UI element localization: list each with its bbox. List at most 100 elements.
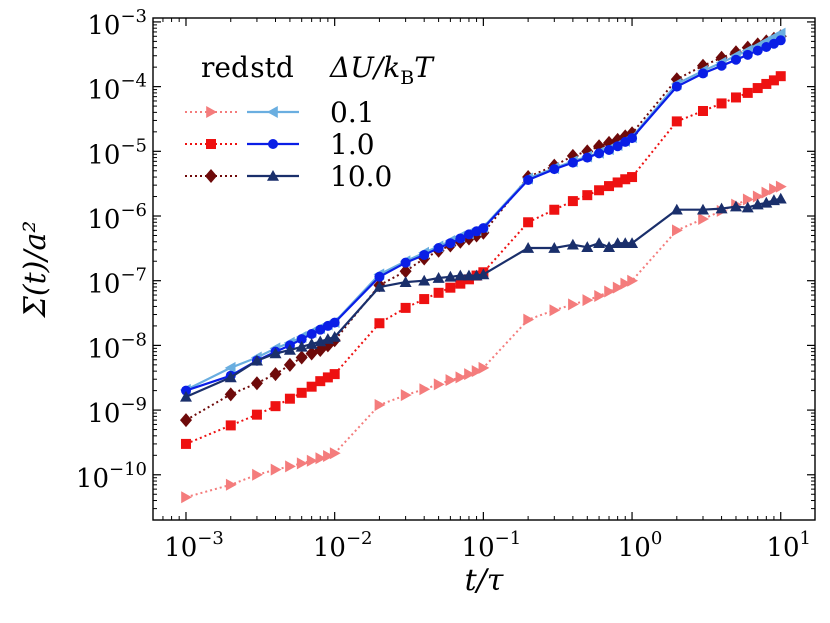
data-point: [400, 302, 411, 313]
data-point: [455, 371, 467, 384]
data-point: [627, 274, 639, 287]
data-point: [548, 242, 561, 253]
data-point: [715, 202, 728, 214]
y-tick-label: 10−10: [76, 459, 147, 494]
data-point: [225, 420, 236, 431]
data-point: [612, 177, 623, 188]
data-point: [612, 281, 624, 294]
x-tick-label: 100: [618, 528, 663, 563]
data-point: [445, 374, 457, 387]
data-point: [775, 180, 787, 193]
legend-label-1.0: 1.0: [330, 128, 375, 161]
legend-title: ΔU/kBT: [329, 51, 435, 89]
data-point: [604, 144, 615, 155]
data-point: [419, 294, 430, 305]
data-point: [716, 98, 727, 109]
data-point: [399, 264, 412, 279]
data-point: [582, 294, 594, 307]
y-tick-label: 10−9: [87, 394, 147, 429]
data-point: [295, 350, 308, 365]
data-point: [627, 172, 638, 183]
data-point: [322, 372, 333, 383]
legend-marker: [268, 139, 278, 149]
data-point: [523, 217, 534, 228]
data-point: [549, 164, 560, 175]
data-point: [295, 340, 308, 352]
legend: red std ΔU/kBT 0.11.010.0: [185, 51, 435, 193]
data-point: [455, 233, 466, 244]
data-point: [741, 201, 754, 213]
legend-entry-std-1.0: [247, 139, 299, 149]
x-tick-label: 10−1: [462, 528, 522, 563]
data-point: [671, 116, 682, 127]
data-point: [433, 378, 445, 391]
y-tick-label: 10−3: [87, 6, 147, 41]
data-point: [670, 203, 683, 215]
legend-header-red: red: [201, 51, 249, 84]
data-point: [697, 68, 708, 79]
data-point: [471, 365, 483, 378]
data-point: [224, 387, 237, 402]
data-point: [400, 257, 411, 268]
legend-label-0.1: 0.1: [330, 96, 375, 129]
data-point: [269, 347, 282, 359]
data-point: [627, 133, 638, 144]
data-point: [671, 81, 682, 92]
data-point: [730, 54, 741, 65]
data-point: [566, 238, 579, 250]
series-red-1_0: [180, 71, 786, 449]
x-tick-label: 10−2: [313, 528, 373, 563]
data-point: [445, 282, 456, 293]
data-point: [752, 45, 763, 56]
data-point: [433, 287, 444, 298]
data-point: [418, 274, 431, 286]
data-point: [283, 357, 296, 372]
y-tick-label: 10−6: [87, 200, 147, 235]
y-tick-label: 10−7: [87, 265, 147, 300]
data-point: [582, 190, 593, 201]
data-point: [269, 367, 282, 382]
data-point: [329, 369, 340, 380]
data-point: [306, 454, 318, 467]
data-point: [593, 237, 606, 248]
data-point: [433, 243, 444, 254]
data-point: [250, 376, 263, 391]
legend-entry-red-0.1: [185, 106, 237, 118]
data-point: [315, 452, 327, 465]
legend-entry-std-10.0: [247, 170, 299, 181]
data-point: [742, 49, 753, 60]
data-point: [464, 368, 475, 381]
legend-entry-red-1.0: [185, 139, 237, 149]
series-layer: [179, 27, 787, 504]
data-point: [224, 361, 236, 374]
data-point: [455, 278, 466, 289]
data-point: [620, 277, 632, 290]
series-std-1_0: [180, 35, 786, 396]
data-point: [251, 409, 262, 420]
data-point: [252, 468, 263, 481]
data-point: [180, 385, 191, 396]
data-point: [742, 87, 753, 98]
data-point: [478, 361, 490, 374]
series-red-0_1: [181, 180, 787, 504]
data-point: [568, 298, 579, 311]
data-point: [373, 280, 386, 292]
data-point: [285, 460, 296, 473]
data-point: [284, 393, 295, 404]
data-point: [419, 249, 430, 260]
data-point: [444, 270, 457, 282]
legend-marker: [206, 106, 217, 118]
y-tick-label: 10−4: [87, 71, 147, 106]
data-point: [716, 60, 727, 71]
data-point: [594, 185, 605, 196]
data-point: [181, 491, 192, 504]
data-point: [306, 381, 317, 392]
data-point: [462, 269, 475, 281]
legend-entry-red-10.0: [185, 169, 237, 183]
data-point: [761, 78, 772, 89]
data-point: [697, 105, 708, 116]
data-point: [315, 324, 326, 335]
data-point: [478, 223, 489, 234]
data-point: [729, 200, 742, 212]
